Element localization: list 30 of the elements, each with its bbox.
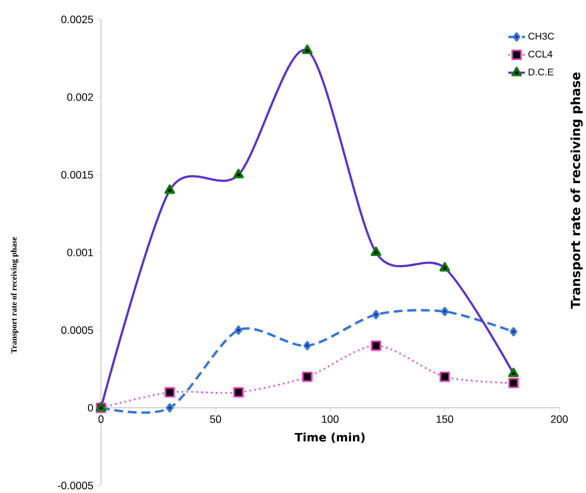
y-tick-label: -0.0005 (58, 482, 93, 490)
x-axis-title: Time (min) (294, 432, 365, 444)
y-tick-label: 0 (88, 404, 94, 412)
point (166, 404, 174, 413)
point (440, 372, 450, 382)
x-tick-label: 100 (322, 416, 339, 424)
point (508, 378, 519, 388)
point (372, 310, 380, 320)
point (441, 307, 448, 316)
point (233, 387, 244, 398)
legend-label: D.C.E (528, 68, 554, 76)
y2-axis-title: Transport rate of receiving phase (570, 72, 583, 309)
x-tick-label: 0 (98, 416, 104, 424)
point (234, 326, 242, 335)
x-tick-label: 50 (210, 416, 222, 424)
point (370, 340, 382, 352)
point (164, 387, 175, 398)
y-tick-label: 0.001 (67, 248, 93, 256)
y-tick-label: 0.0005 (61, 326, 93, 334)
y-tick-label: 0.002 (67, 94, 93, 102)
legend-label: CH3C (528, 33, 554, 40)
y-tick-label: 0.0025 (61, 16, 93, 24)
legend-label: CCL4 (528, 50, 552, 58)
x-tick-label: 150 (436, 416, 454, 424)
x-tick-label: 200 (550, 416, 568, 424)
point (304, 341, 311, 350)
y-axis-title: Transport rate of receiving phase (10, 237, 18, 354)
point (510, 327, 518, 337)
y-tick-label: 0.0015 (61, 171, 93, 179)
point (302, 372, 312, 382)
